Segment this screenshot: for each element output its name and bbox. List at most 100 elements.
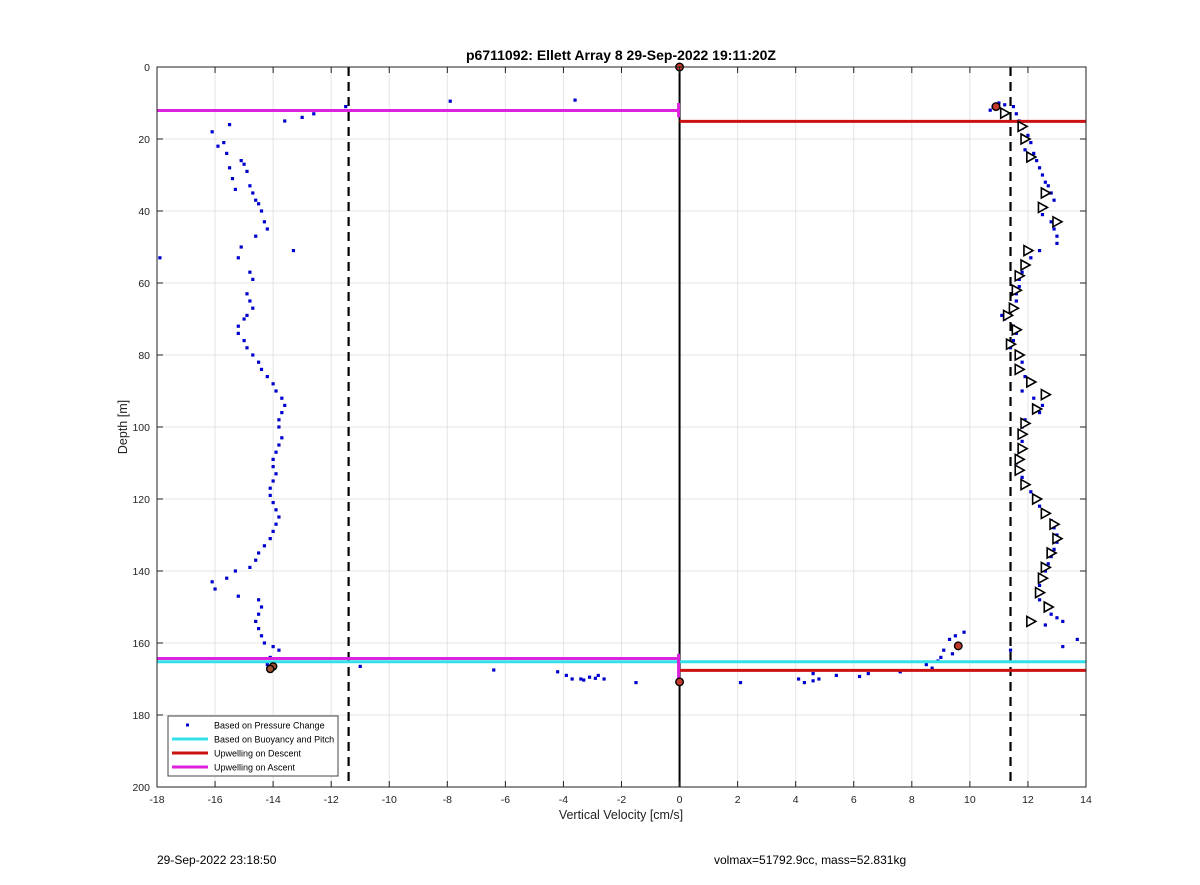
ascent-point [251,353,255,357]
descent-marker [1023,244,1035,257]
descent-point [1020,439,1024,443]
y-tick-label: 20 [138,134,150,146]
descent-marker [1040,561,1053,574]
descent-point [997,101,1001,105]
descent-marker [999,106,1012,120]
ascent-point [225,151,229,155]
y-tick-label: 40 [138,206,150,218]
ascent-point [271,382,275,386]
ascent-point [216,144,220,148]
ascent-point [259,209,264,213]
x-tick-label: -8 [443,794,452,806]
descent-marker [1031,492,1044,506]
descent-point [811,672,815,676]
ascent-point [492,668,496,672]
ascent-point [448,99,452,103]
legend-label: Upwelling on Ascent [214,763,296,773]
ascent-point [227,166,232,170]
descent-point [1037,598,1042,602]
ascent-point [265,227,269,231]
descent-point [1040,403,1045,407]
descent-point [1040,173,1045,177]
descent-marker [1020,258,1032,272]
descent-point [1017,285,1021,289]
descent-point [1035,159,1039,163]
descent-marker [1008,301,1021,315]
ascent-point [257,202,261,206]
ascent-point [239,159,243,163]
legend: Based on Pressure Change Based on Buoyanc… [167,715,339,777]
descent-point [1055,616,1059,620]
x-tick-label: -6 [501,794,510,806]
ascent-point [344,105,348,109]
y-axis-label: Depth [m] [116,400,130,454]
descent-point [1023,375,1027,379]
ascent-point [271,479,275,483]
ascent-point [602,677,606,681]
descent-point [1043,180,1047,184]
descent-marker [1040,388,1053,401]
legend-swatch-dot [186,723,189,727]
y-tick-label: 160 [132,638,150,650]
descent-marker [1020,478,1032,491]
descent-point [1046,562,1050,566]
ascent-point [254,198,258,202]
y-tick-label: 100 [132,422,150,434]
y-tick-label: 60 [138,278,150,290]
descent-point [1014,299,1018,303]
ascent-point [225,576,229,580]
descent-point [1008,648,1013,652]
ascent-point [271,465,275,469]
x-axis-label: Vertical Velocity [cm/s] [559,808,683,822]
descent-point [1003,103,1007,107]
ascent-point [271,645,275,649]
ascent-point [242,339,246,343]
surface-marker [953,641,963,651]
ascent-point [227,123,232,127]
descent-point [930,666,934,670]
descent-point [1049,220,1053,224]
descent-point [1014,112,1018,116]
descent-point [1020,389,1024,393]
descent-point [1029,141,1033,145]
descent-point [1046,184,1050,188]
descent-marker [1011,323,1023,337]
descent-marker [1020,417,1032,430]
ascent-point [596,673,600,677]
descent-marker [1052,532,1064,545]
ascent-point [268,486,272,490]
descent-point [811,679,815,683]
x-tick-label: 12 [1022,794,1034,806]
ascent-point [262,544,267,548]
x-tick-label: 8 [909,794,915,806]
ascent-point [254,558,258,562]
descent-marker [1040,507,1053,520]
ascent-point [277,515,281,519]
x-tick-label: 14 [1080,794,1092,806]
x-tick-label: -4 [559,794,568,806]
descent-marker [1017,120,1029,133]
ascent-point [245,313,249,317]
descent-point [802,681,806,685]
ascent-point [262,641,267,645]
x-tick-label: -18 [149,794,164,806]
descent-marker [1026,375,1038,389]
x-tick-label: 2 [735,794,741,806]
x-tick-label: -2 [617,794,626,806]
ascent-point [248,565,252,569]
ascent-point [277,443,281,447]
descent-marker [1014,453,1026,466]
ascent-point [248,299,252,303]
descent-point [942,648,946,652]
descent-point [1061,645,1065,649]
y-tick-label: 80 [138,350,150,362]
descent-marker [1046,546,1058,560]
ascent-marker [265,664,275,674]
y-tick-label: 180 [132,710,150,722]
x-tick-label: -14 [266,794,281,806]
ascent-point [579,677,583,681]
descent-point [939,655,943,659]
descent-point [1020,475,1024,479]
descent-point [953,634,957,638]
